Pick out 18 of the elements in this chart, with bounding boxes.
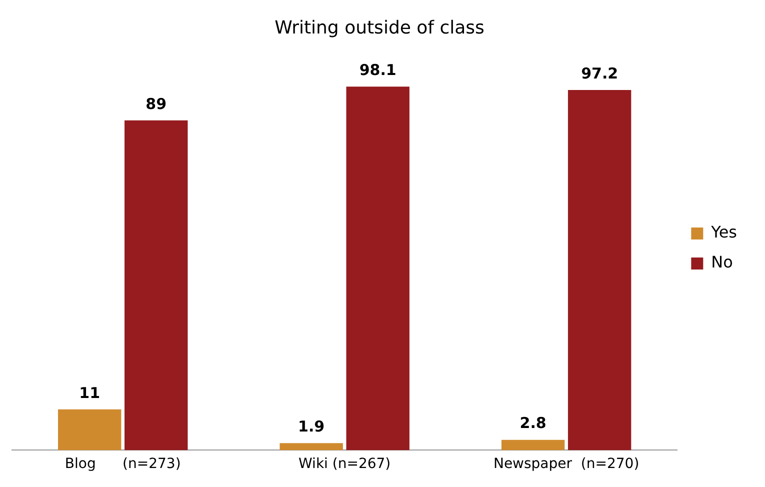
bar — [58, 409, 122, 450]
legend-label: Yes — [710, 222, 737, 242]
bar — [280, 443, 343, 450]
chart-title: Writing outside of class — [274, 17, 484, 38]
x-tick-label: Wiki (n=267) — [298, 456, 391, 472]
bar — [501, 440, 565, 450]
legend-label: No — [711, 252, 733, 272]
x-tick-label: Blog (n=273) — [64, 456, 181, 472]
data-label: 1.9 — [298, 418, 325, 436]
bar — [346, 86, 410, 450]
bar — [568, 90, 632, 450]
data-label: 11 — [79, 384, 100, 402]
data-label: 89 — [146, 94, 167, 113]
data-label: 98.1 — [359, 61, 396, 80]
bar — [124, 120, 188, 450]
x-tick-label: Newspaper (n=270) — [493, 456, 640, 472]
data-label: 97.2 — [581, 64, 618, 82]
data-label: 2.8 — [520, 414, 546, 432]
